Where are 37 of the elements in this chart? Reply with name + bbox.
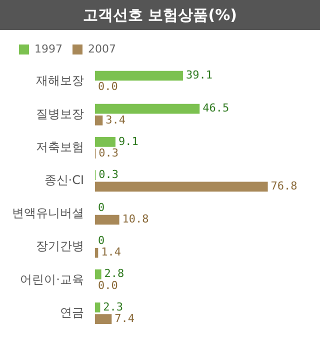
data-label: 0.0 [98, 278, 118, 292]
data-label: 9.1 [118, 134, 138, 148]
bar [95, 302, 100, 312]
y-tick-label: 질병보장 [36, 106, 84, 121]
data-label: 46.5 [202, 102, 230, 115]
data-label: 0.3 [98, 168, 119, 181]
data-label: 39.1 [186, 68, 212, 82]
data-label: 3.4 [106, 113, 126, 126]
y-tick-label: 종신·CI [44, 172, 84, 187]
bar [95, 104, 200, 114]
legend-label: 1997 [34, 42, 62, 56]
data-label: 0.0 [98, 80, 118, 94]
bar [95, 70, 183, 81]
data-label: 76.8 [270, 180, 298, 192]
bar [95, 116, 103, 126]
data-label: 7.4 [114, 312, 135, 325]
bar [95, 137, 116, 147]
data-label: 1.4 [101, 246, 122, 259]
y-tick-label: 장기간병 [36, 239, 84, 254]
data-label: 0 [98, 234, 105, 248]
bar [95, 269, 102, 280]
data-label: 2.8 [104, 267, 124, 280]
bar [95, 314, 112, 324]
data-label: 2.3 [103, 300, 124, 314]
y-tick-label: 재해보장 [36, 74, 84, 88]
chart-title: 고객선호 보험상품(%) [0, 0, 320, 30]
data-label: 0 [98, 201, 105, 214]
bar [95, 182, 268, 192]
data-label: 0.3 [98, 146, 119, 160]
y-tick-label: 저축보험 [36, 140, 84, 154]
legend-label: 2007 [88, 42, 116, 56]
y-tick-label: 변액유니버셜 [12, 206, 84, 220]
data-label: 10.8 [122, 212, 149, 226]
y-tick-label: 연금 [60, 305, 84, 320]
y-tick-label: 어린이·교육 [20, 272, 84, 286]
bar [95, 248, 98, 258]
bar [95, 214, 120, 225]
